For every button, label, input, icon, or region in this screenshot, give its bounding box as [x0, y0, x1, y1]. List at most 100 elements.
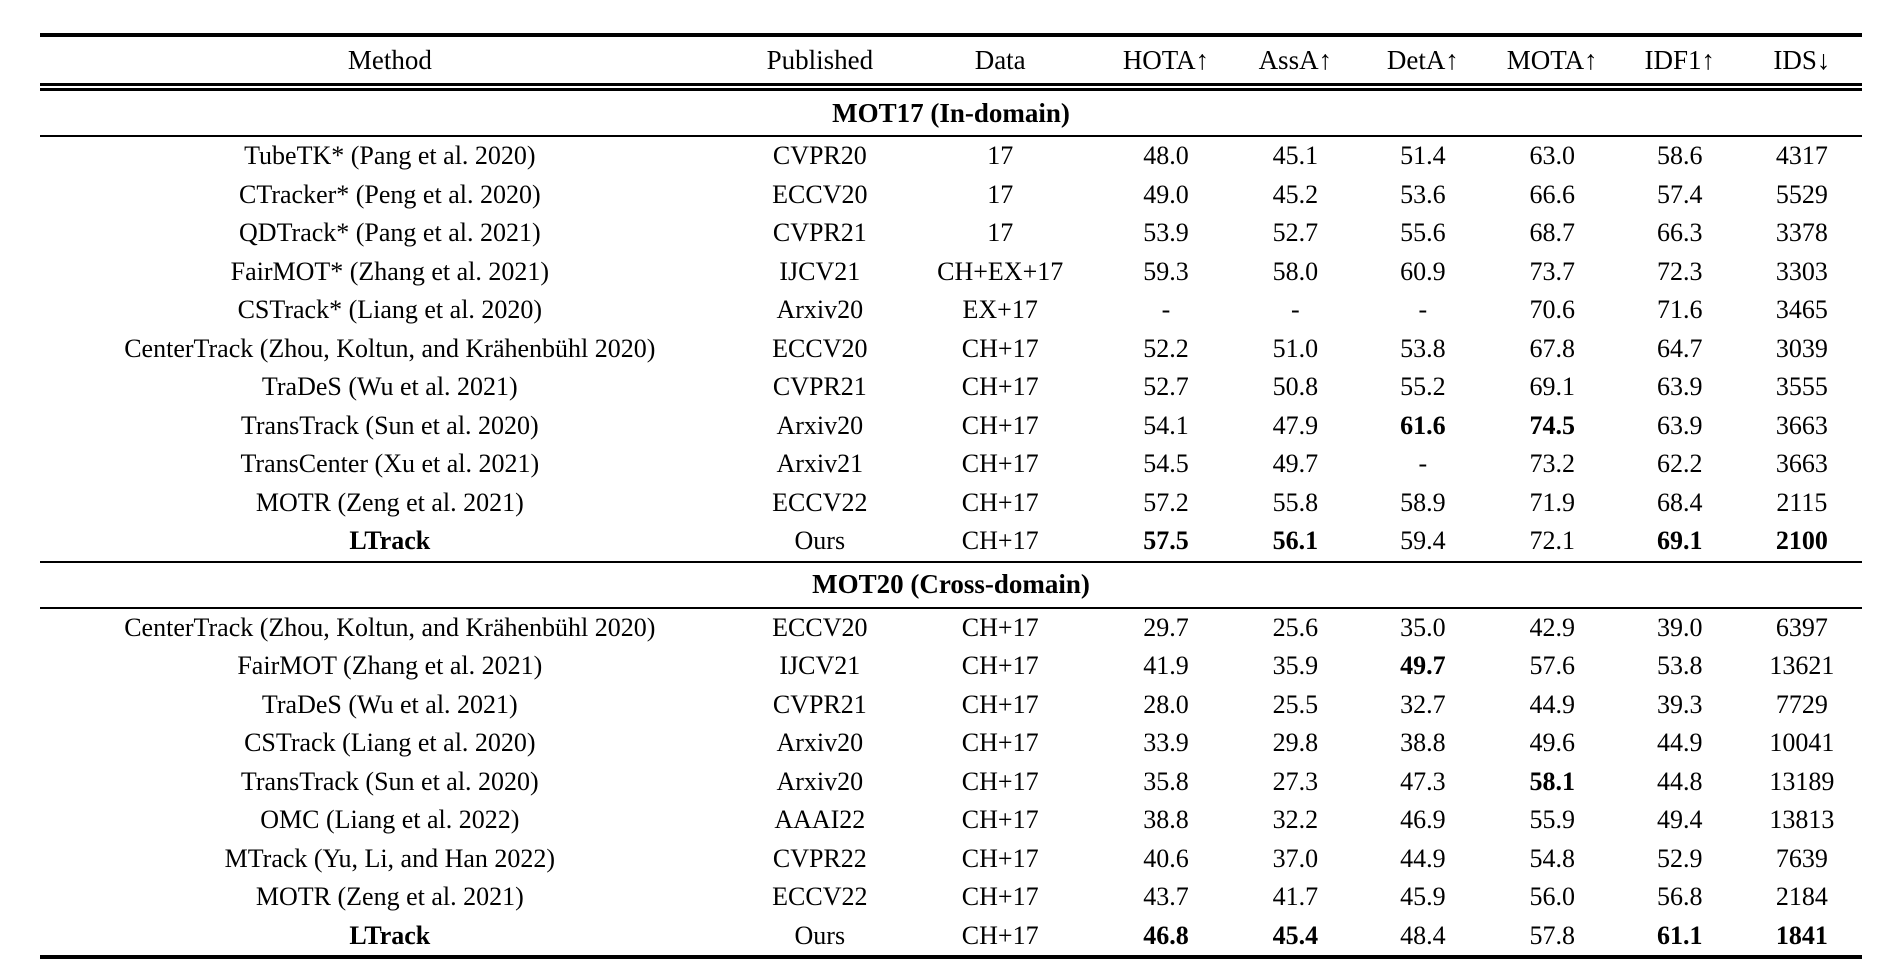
value-cell: 53.8	[1656, 651, 1703, 681]
value-cell: 71.6	[1656, 295, 1703, 325]
method-cell: MOTR (Zeng et al. 2021)	[255, 882, 524, 912]
value-cell: 37.0	[1272, 843, 1319, 873]
value-cell: 72.3	[1656, 256, 1703, 286]
value-cell: 69.1	[1656, 526, 1703, 556]
value-cell: CVPR21	[772, 689, 867, 719]
value-cell: 25.5	[1272, 689, 1319, 719]
value-cell: 66.3	[1656, 218, 1703, 248]
value-cell: CH+17	[961, 651, 1039, 681]
value-cell: ECCV22	[772, 487, 868, 517]
value-cell: ECCV22	[772, 882, 868, 912]
table-row: TubeTK* (Pang et al. 2020) CVPR20 17 48.0 45…	[40, 136, 1862, 176]
method-cell: QDTrack* (Pang et al. 2021)	[239, 218, 541, 248]
value-cell: 70.6	[1529, 295, 1575, 325]
value-cell: 40.6	[1143, 843, 1189, 873]
value-cell: 73.2	[1529, 449, 1575, 479]
value-cell: 13189	[1769, 766, 1835, 796]
value-cell: 25.6	[1272, 612, 1319, 642]
method-cell: TransTrack (Sun et al. 2020)	[240, 766, 539, 796]
value-cell: 41.9	[1143, 651, 1189, 681]
value-cell: 67.8	[1529, 333, 1575, 363]
value-cell: 10041	[1769, 728, 1835, 758]
value-cell: 5529	[1775, 179, 1828, 209]
table-row: LTrack Ours CH+17 46.8 45.4 48.4 57.8 61.1 1841	[40, 917, 1862, 958]
value-cell: Ours	[794, 526, 846, 556]
value-cell: 55.8	[1272, 487, 1319, 517]
method-cell: TransTrack (Sun et al. 2020)	[240, 410, 539, 440]
value-cell: 58.6	[1656, 141, 1703, 171]
value-cell: 57.4	[1656, 179, 1703, 209]
value-cell: 51.4	[1400, 141, 1446, 171]
value-cell: 33.9	[1143, 728, 1189, 758]
value-cell: CH+17	[961, 882, 1039, 912]
table-row: MOTR (Zeng et al. 2021) ECCV22 CH+17 43.7 41…	[40, 878, 1862, 917]
method-cell: CTracker* (Peng et al. 2020)	[239, 179, 541, 209]
value-cell: 35.0	[1400, 612, 1446, 642]
column-header: MOTA↑	[1486, 35, 1618, 91]
table-row: CenterTrack (Zhou, Koltun, and Krähenbüh…	[40, 608, 1862, 648]
value-cell: 29.8	[1272, 728, 1319, 758]
value-cell: 57.8	[1529, 920, 1575, 950]
table-row: OMC (Liang et al. 2022) AAAI22 CH+17 38.8 32…	[40, 801, 1862, 840]
value-cell: 66.6	[1529, 179, 1575, 209]
value-cell: 52.7	[1272, 218, 1319, 248]
column-header: Method	[40, 35, 740, 91]
value-cell: CH+17	[961, 843, 1039, 873]
value-cell: 45.1	[1272, 141, 1319, 171]
table-row: MTrack (Yu, Li, and Han 2022) CVPR22 CH+17…	[40, 840, 1862, 879]
value-cell: 74.5	[1529, 410, 1575, 440]
method-cell: FairMOT (Zhang et al. 2021)	[237, 651, 543, 681]
value-cell: CH+17	[961, 372, 1039, 402]
value-cell: 54.8	[1529, 843, 1575, 873]
value-cell: EX+17	[962, 295, 1038, 325]
value-cell: 55.9	[1529, 805, 1575, 835]
value-cell: CH+17	[961, 526, 1039, 556]
method-cell: MTrack (Yu, Li, and Han 2022)	[224, 843, 556, 873]
value-cell: 46.8	[1143, 920, 1189, 950]
value-cell: 3663	[1775, 410, 1828, 440]
value-cell: 44.9	[1656, 728, 1703, 758]
value-cell: 50.8	[1272, 372, 1319, 402]
method-cell: TransCenter (Xu et al. 2021)	[240, 449, 540, 479]
method-cell: TraDeS (Wu et al. 2021)	[261, 372, 518, 402]
method-cell: FairMOT* (Zhang et al. 2021)	[230, 256, 550, 286]
value-cell: 39.3	[1656, 689, 1703, 719]
value-cell: CH+17	[961, 487, 1039, 517]
value-cell: 61.1	[1656, 920, 1703, 950]
value-cell: 59.4	[1400, 526, 1446, 556]
method-cell: CenterTrack (Zhou, Koltun, and Krähenbüh…	[124, 333, 656, 363]
column-header: HOTA↑	[1100, 35, 1232, 91]
value-cell: Arxiv20	[776, 295, 864, 325]
value-cell: 58.9	[1400, 487, 1446, 517]
value-cell: 32.2	[1272, 805, 1319, 835]
table-row: FairMOT (Zhang et al. 2021) IJCV21 CH+17 41…	[40, 647, 1862, 686]
method-cell: LTrack	[349, 526, 431, 556]
value-cell: 62.2	[1656, 449, 1703, 479]
results-table: Method Published Data HOTA↑ AssA↑ DetA↑ MOTA↑ I…	[40, 33, 1862, 959]
value-cell: 38.8	[1143, 805, 1189, 835]
value-cell: -	[1418, 449, 1428, 479]
section-title: MOT20 (Cross-domain)	[40, 560, 1862, 609]
value-cell: 47.3	[1400, 766, 1446, 796]
method-cell: MOTR (Zeng et al. 2021)	[255, 487, 524, 517]
value-cell: IJCV21	[779, 256, 861, 286]
value-cell: 44.8	[1656, 766, 1703, 796]
value-cell: 55.6	[1400, 218, 1446, 248]
column-header: AssA↑	[1231, 35, 1360, 91]
value-cell: -	[1418, 295, 1428, 325]
section-header-row: MOT20 (Cross-domain)	[40, 560, 1862, 609]
value-cell: 43.7	[1143, 882, 1189, 912]
table-row: TransCenter (Xu et al. 2021) Arxiv21 CH+17…	[40, 445, 1862, 484]
value-cell: 29.7	[1143, 612, 1189, 642]
value-cell: Ours	[794, 920, 846, 950]
table-row: TraDeS (Wu et al. 2021) CVPR21 CH+17 28.0 25…	[40, 686, 1862, 725]
value-cell: 56.1	[1272, 526, 1319, 556]
value-cell: 35.8	[1143, 766, 1189, 796]
value-cell: 60.9	[1400, 256, 1446, 286]
value-cell: 6397	[1775, 612, 1828, 642]
value-cell: 49.4	[1656, 805, 1703, 835]
value-cell: 13813	[1769, 805, 1835, 835]
value-cell: CH+17	[961, 449, 1039, 479]
value-cell: 52.7	[1143, 372, 1189, 402]
value-cell: 2100	[1775, 526, 1828, 556]
